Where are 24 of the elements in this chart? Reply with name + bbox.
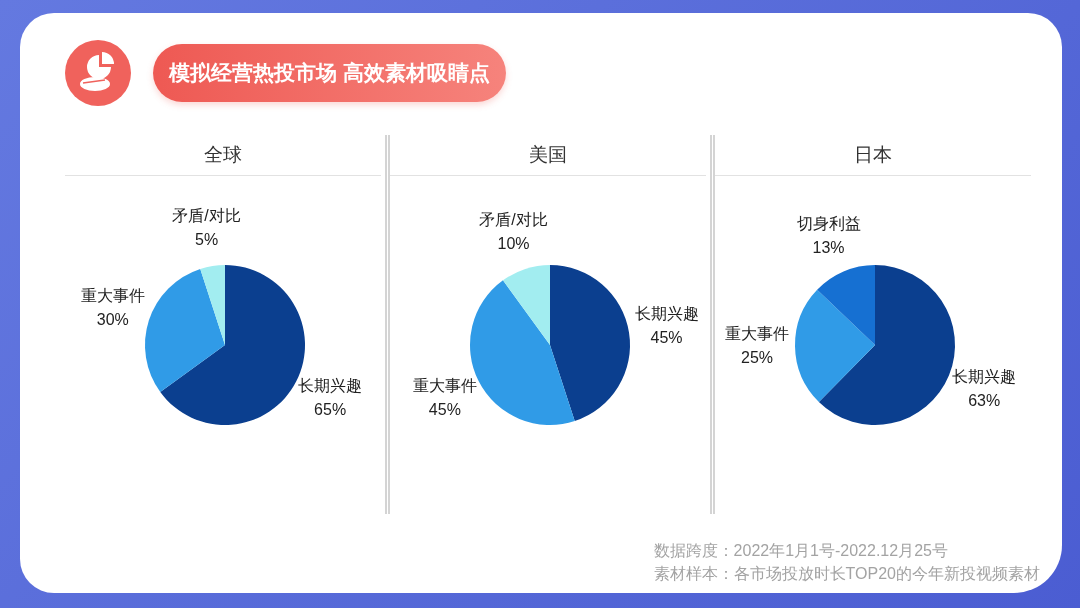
chart-title: 全球 xyxy=(204,143,242,167)
slice-label: 重大事件 xyxy=(725,325,790,343)
data-label: 65% xyxy=(314,400,347,418)
slice-label: 重大事件 xyxy=(412,376,477,394)
data-label: 5% xyxy=(194,230,219,248)
text: 数据跨度：2022年1月1号-2022.12月25号 xyxy=(653,542,948,559)
data-label: 30% xyxy=(96,310,129,328)
slice-label: 矛盾/对比 xyxy=(479,211,548,229)
slice-label: 切身利益 xyxy=(796,214,861,232)
text: 素材样本：各市场投放时长TOP20的今年新投视频素材 xyxy=(653,565,1040,582)
slice-label: 长期兴趣 xyxy=(634,304,699,322)
data-label: 63% xyxy=(968,392,1001,410)
text: 模拟经营热投市场 高效素材吸睛点 xyxy=(169,60,490,86)
slice-label: 矛盾/对比 xyxy=(172,206,241,224)
slice-label: 重大事件 xyxy=(80,286,145,304)
chart-title: 美国 xyxy=(529,143,567,167)
data-label: 45% xyxy=(650,328,683,346)
data-label: 13% xyxy=(812,238,845,256)
data-label: 45% xyxy=(428,400,461,418)
slice-label: 长期兴趣 xyxy=(952,368,1017,386)
slice-label: 长期兴趣 xyxy=(298,376,363,394)
data-label: 10% xyxy=(497,235,530,253)
data-label: 25% xyxy=(741,349,774,367)
chart-title: 日本 xyxy=(854,143,892,167)
